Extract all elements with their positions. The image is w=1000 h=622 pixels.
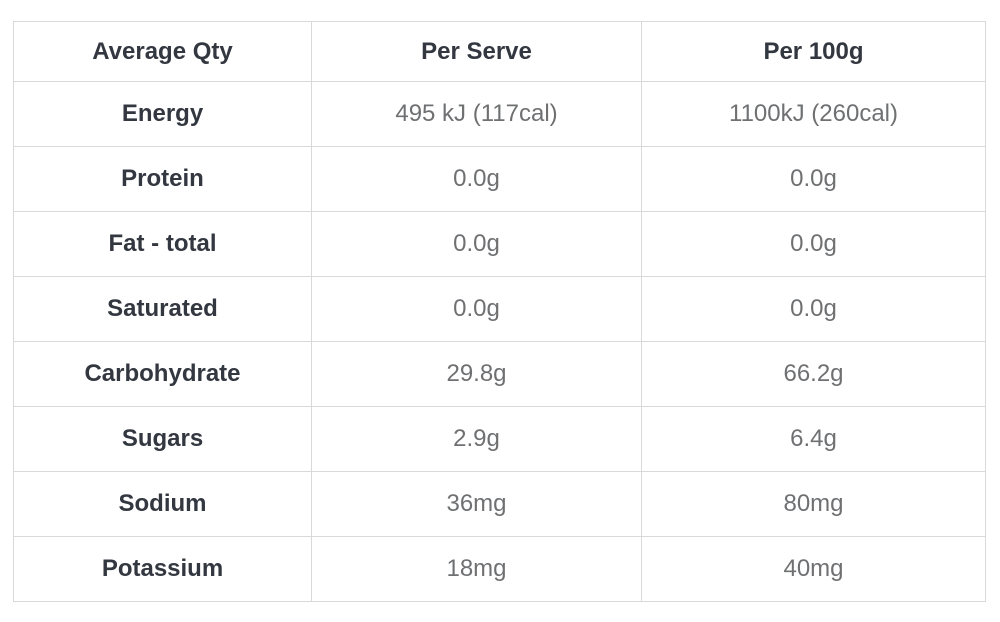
per-serve-value: 29.8g	[311, 341, 642, 407]
per-serve-value: 36mg	[311, 471, 642, 537]
per-serve-value: 0.0g	[311, 146, 642, 212]
per-100g-value: 0.0g	[641, 211, 986, 277]
row-label: Fat - total	[13, 211, 312, 277]
per-serve-value: 0.0g	[311, 276, 642, 342]
per-100g-value: 80mg	[641, 471, 986, 537]
table-header-row: Average Qty Per Serve Per 100g	[13, 21, 986, 82]
row-label: Saturated	[13, 276, 312, 342]
table-row-sodium: Sodium 36mg 80mg	[13, 471, 986, 537]
row-label: Potassium	[13, 536, 312, 602]
table-row-carbohydrate: Carbohydrate 29.8g 66.2g	[13, 341, 986, 407]
table-row-saturated: Saturated 0.0g 0.0g	[13, 276, 986, 342]
per-100g-value: 1100kJ (260cal)	[641, 81, 986, 147]
column-header-average-qty: Average Qty	[13, 21, 312, 82]
column-header-per-100g: Per 100g	[641, 21, 986, 82]
table-row-sugars: Sugars 2.9g 6.4g	[13, 406, 986, 472]
column-header-per-serve: Per Serve	[311, 21, 642, 82]
per-100g-value: 0.0g	[641, 276, 986, 342]
per-100g-value: 40mg	[641, 536, 986, 602]
table-row-fat-total: Fat - total 0.0g 0.0g	[13, 211, 986, 277]
table-row-energy: Energy 495 kJ (117cal) 1100kJ (260cal)	[13, 81, 986, 147]
per-100g-value: 0.0g	[641, 146, 986, 212]
row-label: Protein	[13, 146, 312, 212]
row-label: Sodium	[13, 471, 312, 537]
table-row-potassium: Potassium 18mg 40mg	[13, 536, 986, 602]
nutrition-table: Average Qty Per Serve Per 100g Energy 49…	[13, 21, 986, 602]
per-100g-value: 6.4g	[641, 406, 986, 472]
per-serve-value: 18mg	[311, 536, 642, 602]
row-label: Sugars	[13, 406, 312, 472]
per-serve-value: 2.9g	[311, 406, 642, 472]
row-label: Carbohydrate	[13, 341, 312, 407]
row-label: Energy	[13, 81, 312, 147]
per-100g-value: 66.2g	[641, 341, 986, 407]
per-serve-value: 495 kJ (117cal)	[311, 81, 642, 147]
per-serve-value: 0.0g	[311, 211, 642, 277]
table-row-protein: Protein 0.0g 0.0g	[13, 146, 986, 212]
